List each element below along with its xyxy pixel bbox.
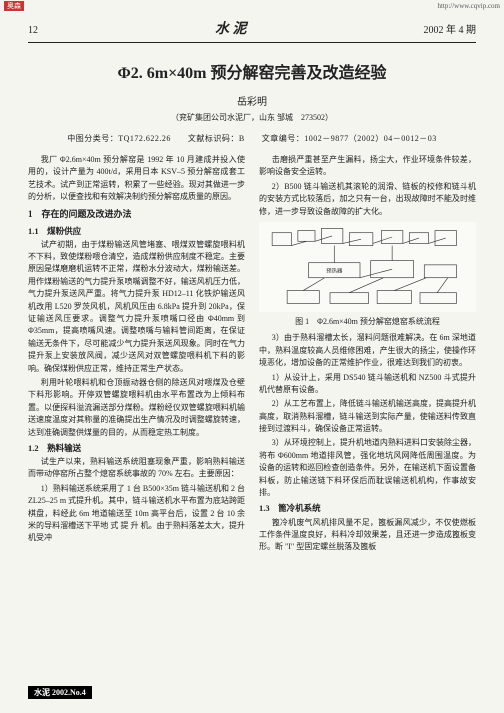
footer-badge: 水泥 2002.No.4: [28, 686, 92, 699]
affiliation: （兖矿集团公司水泥厂，山东 邹城 273502）: [28, 112, 476, 123]
columns: 我厂 Φ2.6m×40m 预分解窑是 1992 年 10 月建成并投入使用的，设…: [28, 154, 476, 556]
para-1-3: 篦冷机废气风机排风量不足，篦板漏风减少，不仅使燃板工作条件温度良好，料料冷却效果…: [259, 517, 476, 554]
para-2: 2）B500 链斗输送机其滚轮的润滑、链板的校修和链斗机的安装方式比较落后，加之…: [259, 181, 476, 218]
section-1-1-heading: 1.1 煤粉供应: [28, 225, 245, 238]
section-1-3-heading: 1.3 篦冷机系统: [259, 502, 476, 515]
page: 奥森 http://www.cqvip.com 12 水 泥 2002 年 4 …: [0, 0, 504, 713]
para-1-2-a: 试生产以来，熟料输送系统阻塞现象严重，影响熟料输送而带动停窑所占整个熄窑系统事故…: [28, 456, 245, 481]
para-1-2-b: 1）熟料输送系统采用了 1 台 B500×35m 链斗输送机和 2 台 ZL25…: [28, 483, 245, 545]
section-1-heading: 1 存在的问题及改进办法: [28, 208, 245, 222]
section-1-2-heading: 1.2 熟料输送: [28, 442, 245, 455]
para-1-1-b: 利用叶轮喂料机和仓顶振动器仓侧的除送风对喂煤及仓壁下料形影响。开停双管螺旋喂料机…: [28, 377, 245, 439]
issue: 2002 年 4 期: [424, 21, 477, 36]
para-1-1-a: 试产初期，由于煤粉输送风管堵塞、喂煤双管螺旋喂料机不下料，致使煤粉喂仓清空，造成…: [28, 239, 245, 375]
figure-1: 预热器: [259, 222, 476, 312]
left-column: 我厂 Φ2.6m×40m 预分解窑是 1992 年 10 月建成并投入使用的，设…: [28, 154, 245, 556]
svg-text:预热器: 预热器: [326, 266, 343, 274]
page-number: 12: [28, 25, 38, 36]
top-url: http://www.cqvip.com: [437, 2, 500, 10]
journal-name: 水 泥: [215, 18, 247, 38]
author: 岳彩明: [28, 93, 476, 108]
figure-1-svg: 预热器: [259, 222, 476, 312]
para-6: 3）从环境控制上，提升机地道内熟料进料口安装除尘器，将布 Φ600mm 地道排风…: [259, 437, 476, 499]
article-title: Φ2. 6m×40m 预分解窑完善及改造经验: [28, 59, 476, 83]
header: 12 水 泥 2002 年 4 期: [28, 18, 476, 43]
right-column: 击磨损严重甚至产生漏料，扬尘大，作业环境条件较差，影响设备安全运转。 2）B50…: [259, 154, 476, 556]
para-4: 1）从设计上，采用 DS540 链斗输送机和 NZ500 斗式提升机代替原有设备…: [259, 372, 476, 397]
topbar: 奥森 http://www.cqvip.com: [0, 0, 504, 12]
intro-para: 我厂 Φ2.6m×40m 预分解窑是 1992 年 10 月建成并投入使用的，设…: [28, 154, 245, 204]
classification-line: 中图分类号：TQ172.622.26 文献标识码：B 文章编号：1002－987…: [28, 133, 476, 144]
para-cont: 击磨损严重甚至产生漏料，扬尘大，作业环境条件较差，影响设备安全运转。: [259, 154, 476, 179]
para-3: 3）由于熟料溜槽太长，溜料问题很难解决。在 6m 深地道中，熟料温度较高人员维修…: [259, 332, 476, 369]
top-badge: 奥森: [4, 1, 24, 11]
figure-1-caption: 图 1 Φ2.6m×40m 预分解窑熄窑系统流程: [259, 316, 476, 328]
para-5: 2）从工艺布置上，降低链斗输送机输送高度，提高提升机高度，取消熟料溜槽，链斗输送…: [259, 398, 476, 435]
